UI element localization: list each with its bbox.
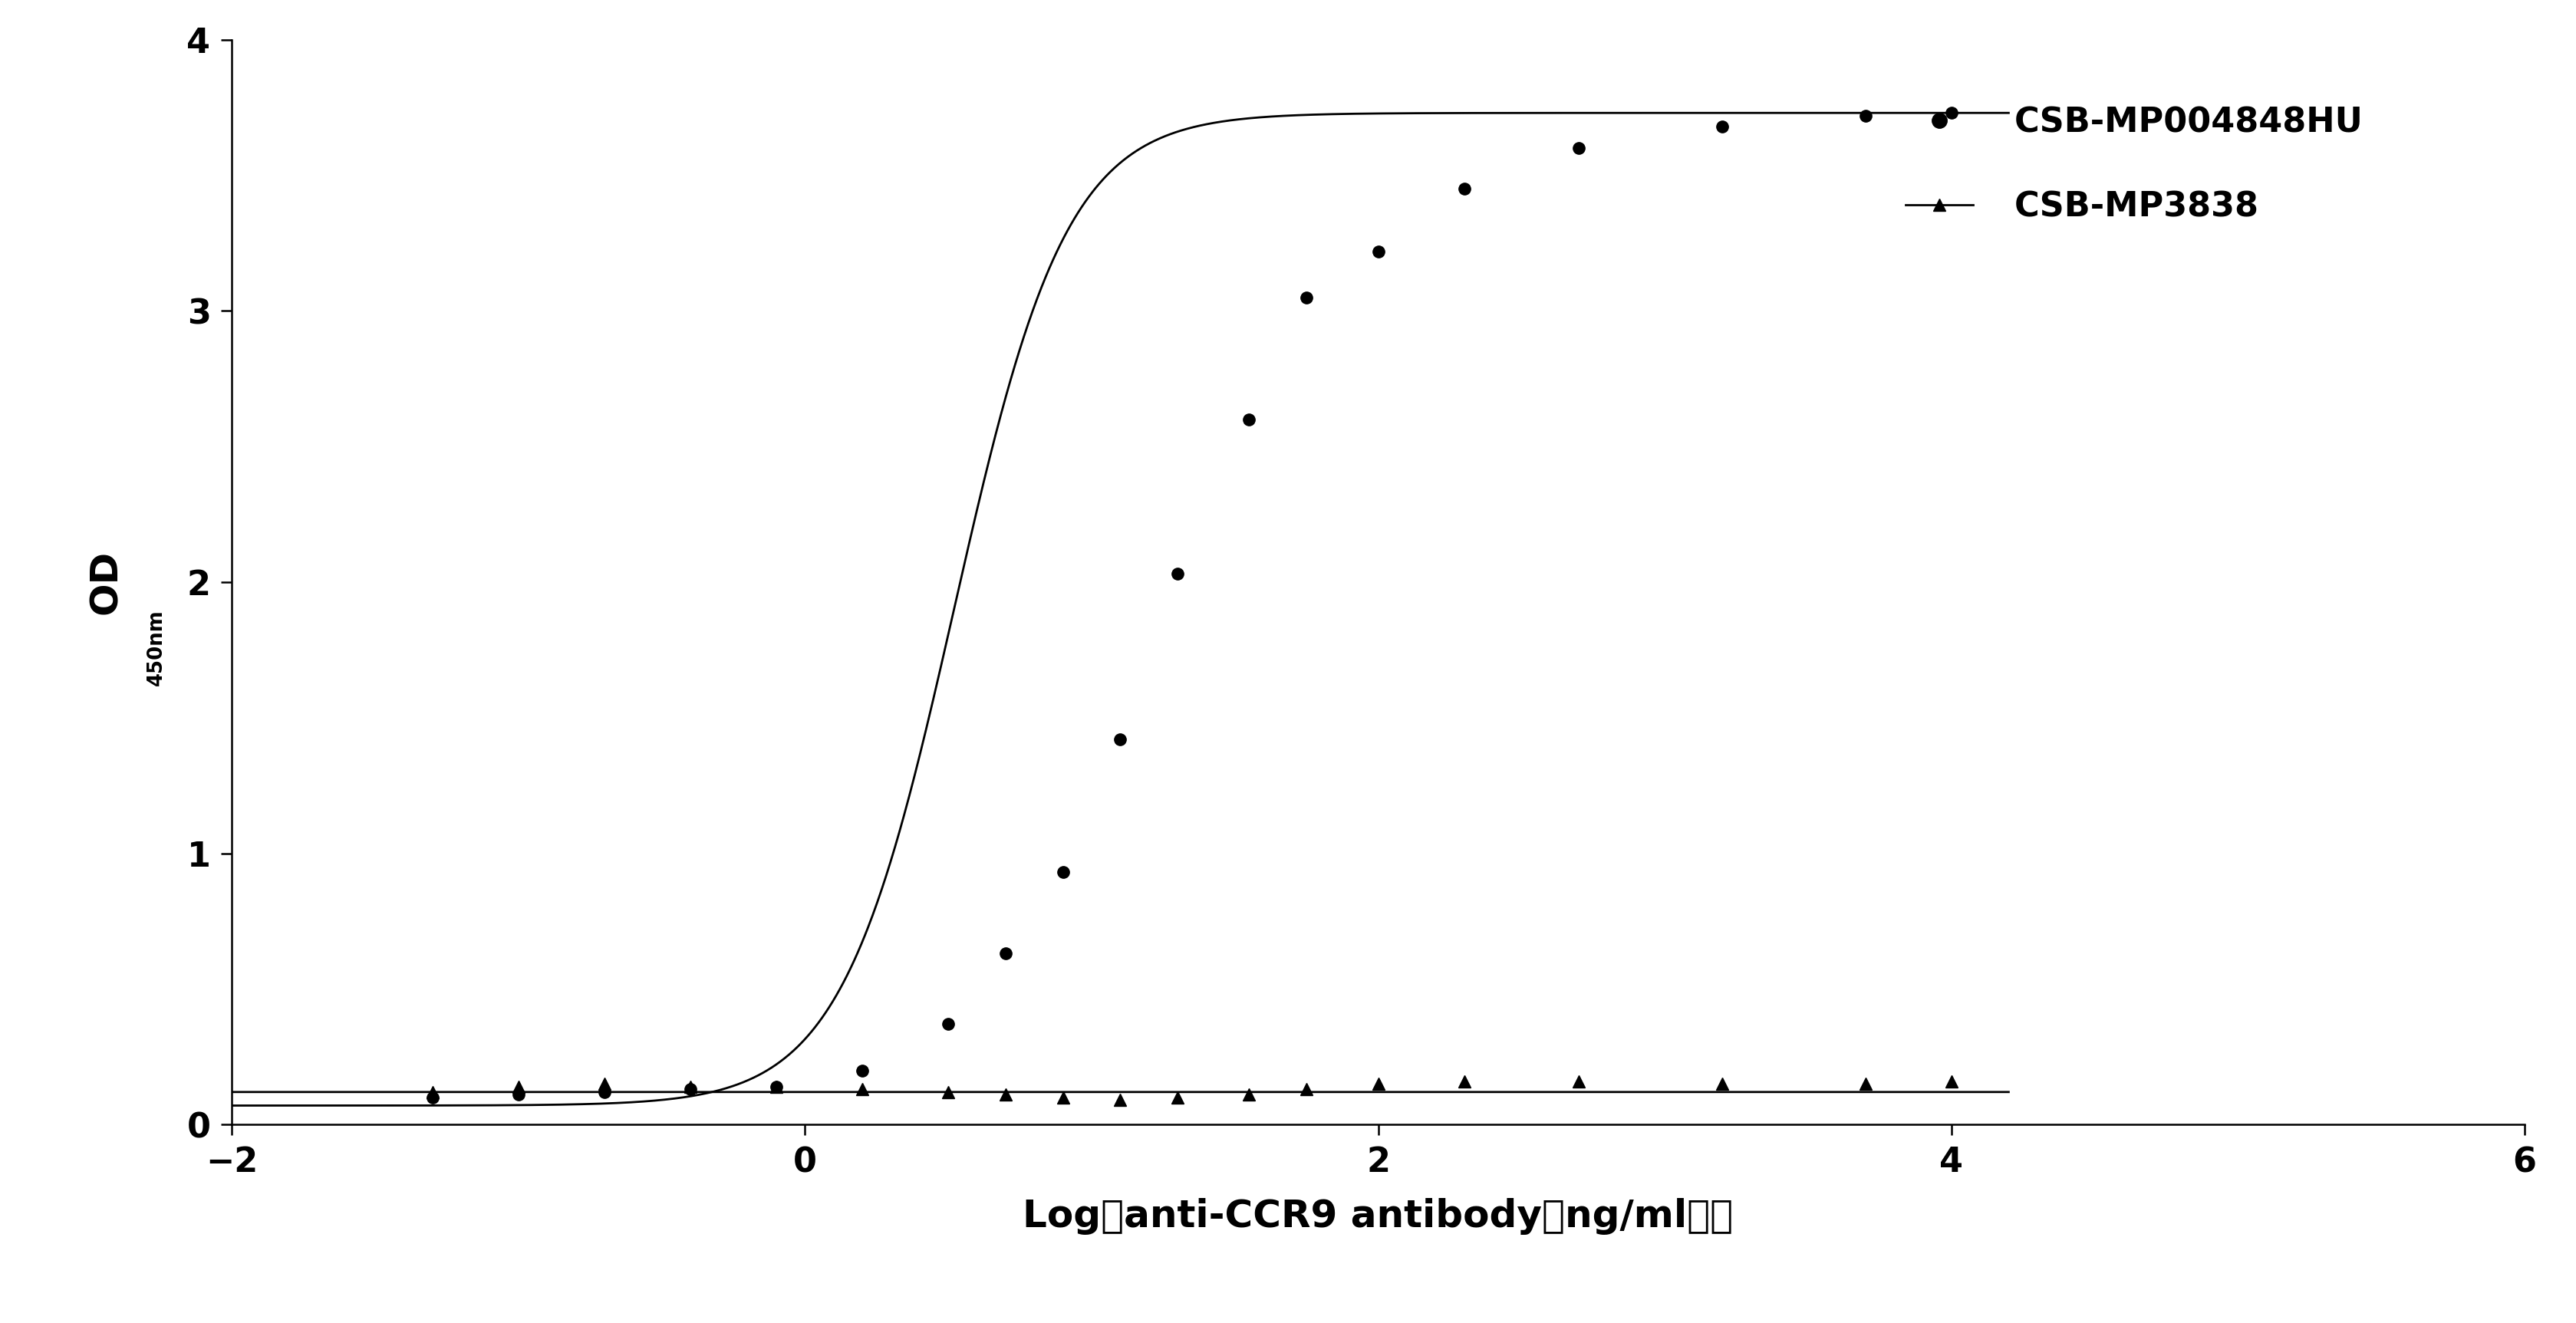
Legend: CSB-MP004848HU, CSB-MP3838: CSB-MP004848HU, CSB-MP3838 xyxy=(1888,89,2380,241)
Text: OD: OD xyxy=(88,550,124,614)
Text: 450nm: 450nm xyxy=(147,609,167,685)
X-axis label: Log（anti-CCR9 antibody（ng/ml））: Log（anti-CCR9 antibody（ng/ml）） xyxy=(1023,1199,1734,1234)
